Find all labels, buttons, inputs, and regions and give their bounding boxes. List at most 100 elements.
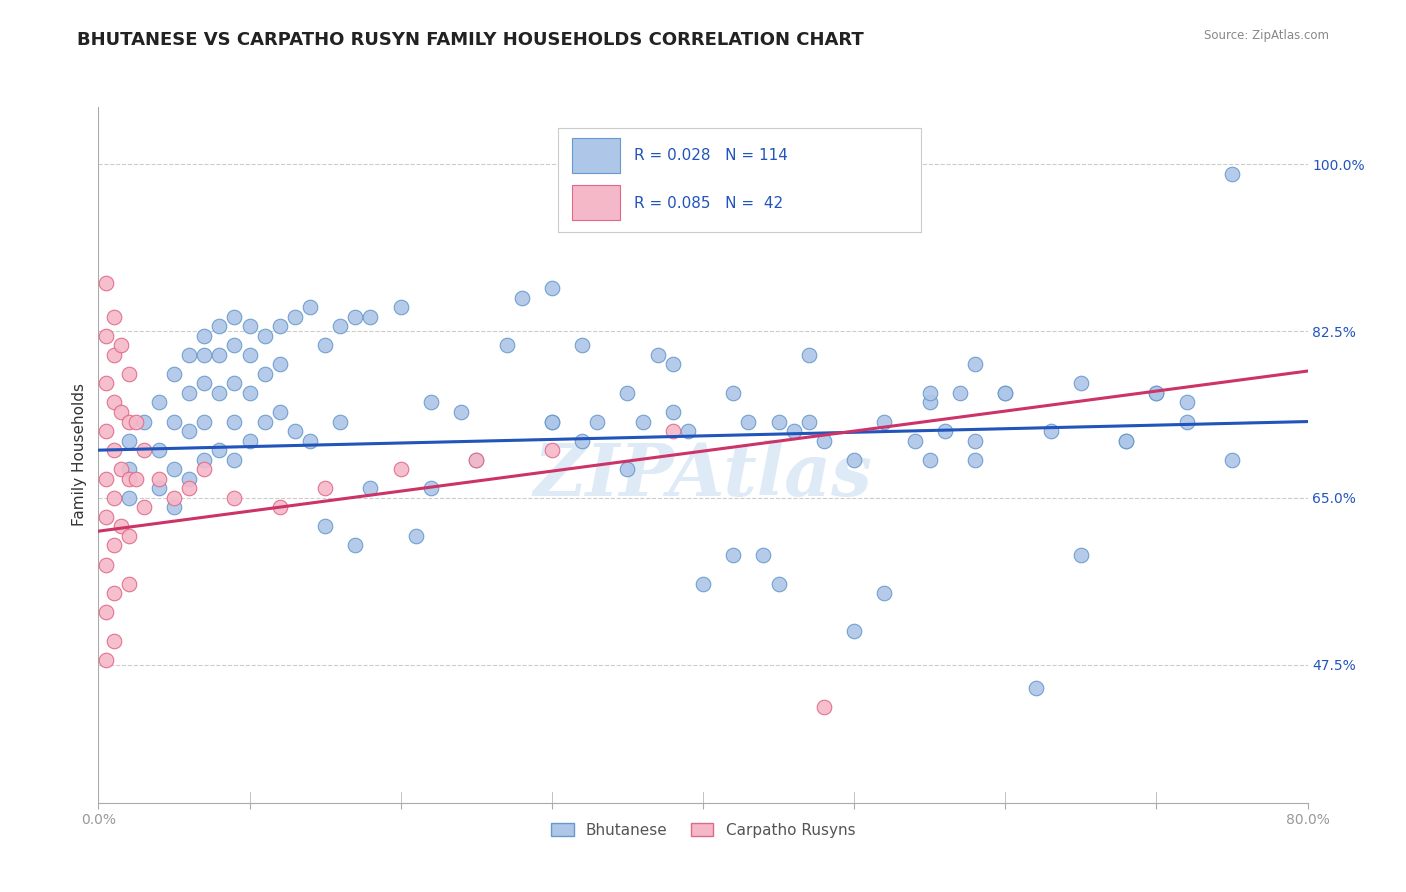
Point: [631, 415, 654, 429]
Point: [299, 434, 322, 448]
Point: [1220, 167, 1243, 181]
Point: [1175, 395, 1198, 409]
Point: [118, 462, 141, 476]
Point: [1039, 424, 1062, 438]
Point: [224, 452, 246, 467]
Point: [110, 519, 132, 533]
Point: [1070, 548, 1092, 562]
Point: [873, 586, 896, 600]
Point: [103, 395, 125, 409]
Point: [177, 424, 201, 438]
Point: [94, 558, 117, 572]
Point: [813, 434, 835, 448]
Point: [208, 319, 231, 334]
Point: [782, 424, 804, 438]
Point: [94, 328, 117, 343]
Point: [419, 481, 441, 495]
Point: [103, 443, 125, 458]
Point: [103, 310, 125, 324]
Point: [873, 415, 896, 429]
Point: [1144, 386, 1167, 401]
Point: [103, 491, 125, 505]
Point: [965, 357, 987, 371]
Point: [125, 415, 148, 429]
Point: [661, 405, 683, 419]
Point: [110, 338, 132, 352]
Point: [314, 481, 336, 495]
Point: [193, 348, 215, 362]
Point: [163, 500, 186, 515]
Point: [1024, 681, 1046, 696]
Point: [284, 424, 307, 438]
Point: [1144, 386, 1167, 401]
Y-axis label: Family Households: Family Households: [72, 384, 87, 526]
Point: [419, 395, 441, 409]
Point: [163, 367, 186, 381]
Point: [118, 529, 141, 543]
Point: [1220, 452, 1243, 467]
Point: [450, 405, 472, 419]
Point: [193, 452, 215, 467]
Point: [208, 443, 231, 458]
Point: [465, 452, 488, 467]
Point: [239, 386, 262, 401]
Point: [269, 405, 291, 419]
Point: [844, 624, 866, 639]
Point: [647, 348, 669, 362]
Point: [768, 576, 790, 591]
Point: [118, 434, 141, 448]
Point: [510, 291, 533, 305]
Point: [177, 348, 201, 362]
Point: [239, 434, 262, 448]
Point: [94, 509, 117, 524]
Point: [918, 395, 941, 409]
Point: [163, 415, 186, 429]
Point: [118, 491, 141, 505]
Point: [224, 415, 246, 429]
Point: [110, 462, 132, 476]
Point: [132, 500, 155, 515]
Point: [344, 539, 367, 553]
Point: [994, 386, 1017, 401]
Point: [813, 700, 835, 714]
Point: [329, 415, 352, 429]
Point: [132, 415, 155, 429]
Point: [540, 415, 562, 429]
Point: [94, 376, 117, 391]
Point: [239, 319, 262, 334]
Point: [148, 472, 170, 486]
Point: [224, 338, 246, 352]
Point: [692, 576, 714, 591]
Point: [94, 653, 117, 667]
Point: [934, 424, 956, 438]
Point: [344, 310, 367, 324]
Point: [110, 405, 132, 419]
Point: [163, 462, 186, 476]
Point: [616, 462, 638, 476]
Point: [616, 386, 638, 401]
Point: [965, 434, 987, 448]
Point: [118, 367, 141, 381]
Point: [253, 415, 276, 429]
Point: [94, 277, 117, 291]
Point: [269, 357, 291, 371]
Point: [269, 319, 291, 334]
Point: [737, 415, 759, 429]
Point: [661, 357, 683, 371]
Point: [148, 443, 170, 458]
Point: [208, 386, 231, 401]
Point: [103, 586, 125, 600]
Point: [118, 576, 141, 591]
Point: [103, 348, 125, 362]
Point: [465, 452, 488, 467]
Point: [193, 328, 215, 343]
Point: [389, 462, 412, 476]
Point: [360, 481, 382, 495]
Point: [360, 310, 382, 324]
Text: BHUTANESE VS CARPATHO RUSYN FAMILY HOUSEHOLDS CORRELATION CHART: BHUTANESE VS CARPATHO RUSYN FAMILY HOUSE…: [77, 31, 865, 49]
Point: [94, 605, 117, 619]
Point: [94, 424, 117, 438]
Point: [918, 386, 941, 401]
Point: [148, 395, 170, 409]
Point: [193, 462, 215, 476]
